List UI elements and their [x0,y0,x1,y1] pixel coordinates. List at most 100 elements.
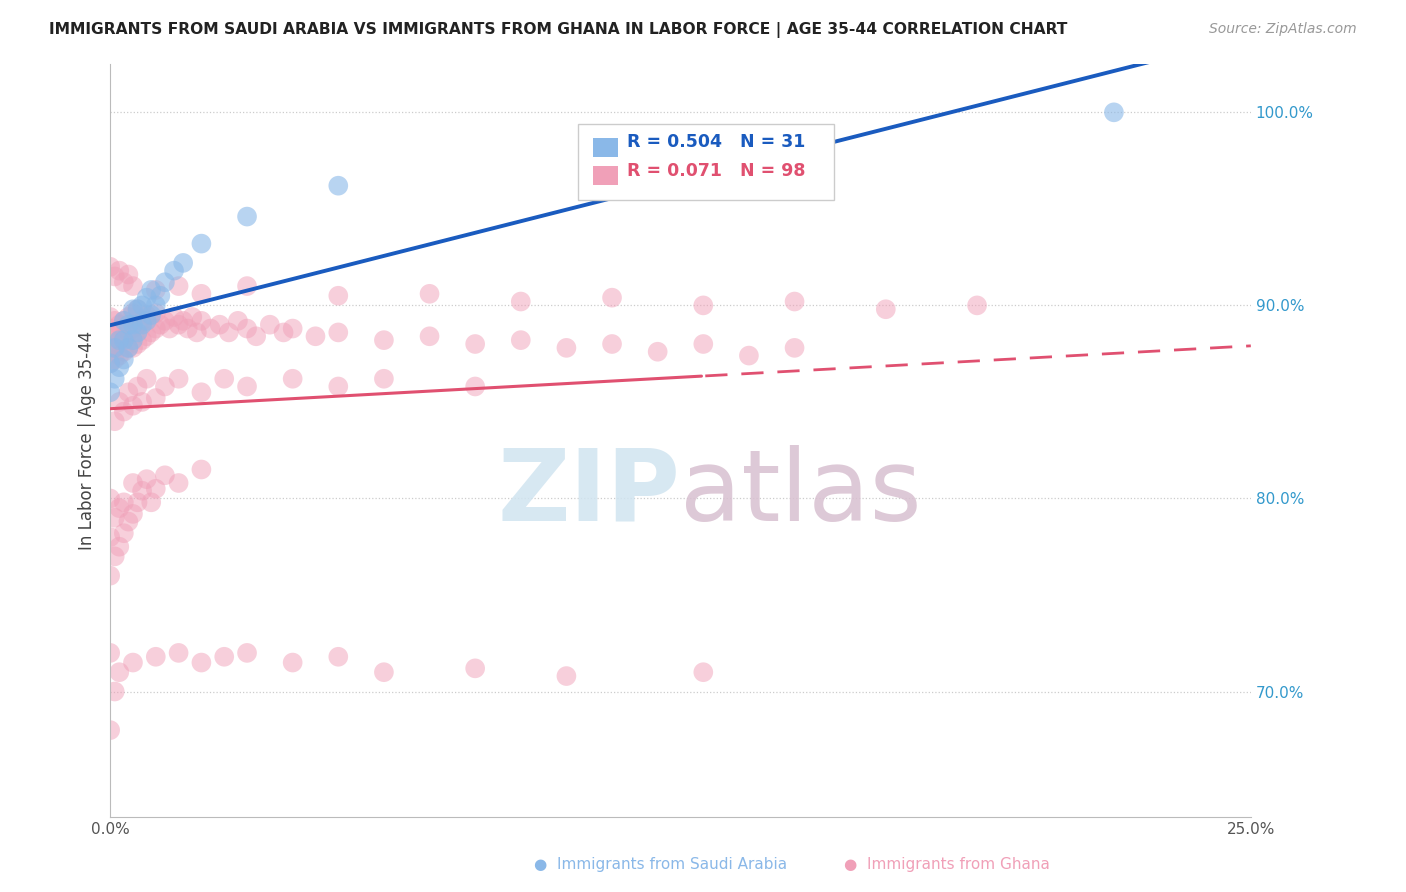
Point [108,333,131,347]
Point [122,279,145,293]
Point [464,379,486,393]
Point [555,669,578,683]
Point [112,314,135,328]
Point [98,356,121,370]
Point [98,341,121,355]
Point [163,310,186,324]
Point [98,260,121,274]
Point [236,210,259,224]
Text: IMMIGRANTS FROM SAUDI ARABIA VS IMMIGRANTS FROM GHANA IN LABOR FORCE | AGE 35-44: IMMIGRANTS FROM SAUDI ARABIA VS IMMIGRAN… [49,22,1067,38]
Point [145,283,167,297]
Point [135,372,157,386]
Point [145,298,167,312]
Point [135,472,157,486]
Point [112,333,135,347]
Point [122,318,145,332]
Point [98,385,121,400]
Point [98,723,121,738]
Point [135,308,157,322]
Point [145,391,167,405]
Point [245,329,267,343]
Point [181,310,204,324]
Point [135,314,157,328]
Point [127,302,149,317]
Point [122,507,145,521]
Point [117,310,139,324]
Point [153,468,176,483]
Point [464,661,486,675]
Text: ZIP: ZIP [498,445,681,541]
Point [236,646,259,660]
Point [328,649,350,664]
Point [127,337,149,351]
Point [127,379,149,393]
Point [131,298,153,312]
Point [190,236,212,251]
Point [419,286,441,301]
Point [190,385,212,400]
FancyBboxPatch shape [593,138,617,157]
Point [108,665,131,680]
Point [135,291,157,305]
Point [304,329,326,343]
Point [226,314,249,328]
FancyBboxPatch shape [593,166,617,185]
Point [328,178,350,193]
Point [328,289,350,303]
Point [218,326,240,340]
Point [98,310,121,324]
Point [273,326,295,340]
Point [145,649,167,664]
Point [98,356,121,370]
Point [108,333,131,347]
Point [98,333,121,347]
Point [1102,105,1125,120]
Point [281,372,304,386]
Point [875,302,897,317]
Point [281,656,304,670]
Point [104,341,127,355]
Point [167,318,190,332]
Point [163,263,186,277]
Point [328,326,350,340]
FancyBboxPatch shape [578,124,835,200]
Point [172,314,194,328]
Point [112,526,135,541]
Point [373,665,395,680]
Point [112,495,135,509]
Point [108,395,131,409]
Point [208,318,231,332]
Point [153,275,176,289]
Point [104,684,127,698]
Point [190,462,212,476]
Point [98,646,121,660]
Point [117,385,139,400]
Y-axis label: In Labor Force | Age 35-44: In Labor Force | Age 35-44 [79,331,96,550]
Point [145,306,167,320]
Point [131,314,153,328]
Point [190,314,212,328]
Point [104,352,127,367]
Point [600,337,623,351]
Point [122,656,145,670]
Point [153,379,176,393]
Point [692,337,714,351]
Point [108,318,131,332]
Point [145,321,167,335]
Point [108,349,131,363]
Point [167,475,190,490]
Point [373,333,395,347]
Point [117,326,139,340]
Point [190,286,212,301]
Point [122,399,145,413]
Point [104,372,127,386]
Point [186,326,208,340]
Point [131,395,153,409]
Point [98,530,121,544]
Point [281,321,304,335]
Point [108,360,131,375]
Point [112,352,135,367]
Point [190,656,212,670]
Point [135,329,157,343]
Text: ●  Immigrants from Ghana: ● Immigrants from Ghana [844,857,1049,872]
